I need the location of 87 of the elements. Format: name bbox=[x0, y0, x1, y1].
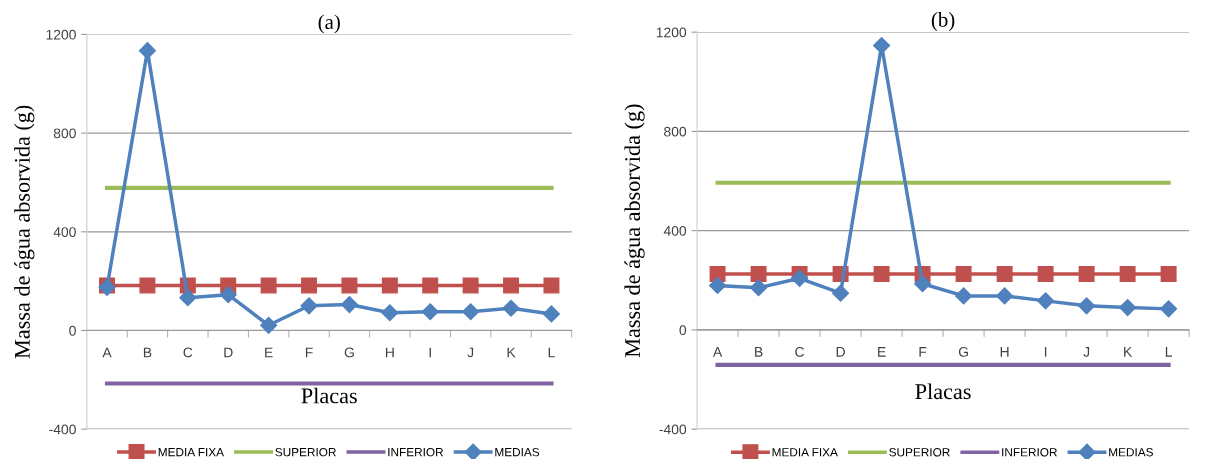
y-tick-label: 800 bbox=[53, 128, 76, 139]
legend-label: MEDIA FIXA bbox=[158, 448, 225, 457]
x-tick-label: K bbox=[1124, 347, 1133, 357]
x-tick-label: G bbox=[958, 346, 968, 357]
y-axis-title: Massa de água absorvida (g) bbox=[14, 105, 35, 359]
x-tick-label: F bbox=[305, 347, 313, 358]
point bbox=[542, 305, 560, 323]
x-tick-label: H bbox=[385, 347, 394, 358]
y-axis-title: Massa de água absorvida (g) bbox=[624, 104, 645, 358]
x-tick-label: B bbox=[755, 347, 763, 357]
x-tick-label: D bbox=[836, 347, 845, 357]
point bbox=[1160, 300, 1178, 318]
y-tick-label: 800 bbox=[664, 126, 687, 137]
x-tick-label: I bbox=[1044, 347, 1047, 357]
point bbox=[750, 279, 768, 297]
point bbox=[260, 316, 278, 334]
x-tick-label: I bbox=[429, 347, 431, 358]
point bbox=[422, 277, 439, 294]
point bbox=[543, 277, 560, 294]
point bbox=[462, 303, 480, 321]
legend-label: INFERIOR bbox=[1002, 448, 1057, 457]
point bbox=[503, 277, 520, 294]
point bbox=[955, 287, 973, 305]
point bbox=[873, 266, 890, 283]
y-tick-label: -400 bbox=[49, 424, 76, 435]
point bbox=[179, 289, 197, 307]
legend-label: SUPERIOR bbox=[889, 448, 950, 457]
x-tick-label: K bbox=[507, 347, 516, 358]
point bbox=[1119, 299, 1137, 317]
point bbox=[1160, 266, 1177, 283]
point bbox=[996, 266, 1013, 283]
x-tick-label: A bbox=[102, 347, 112, 358]
x-tick-label: A bbox=[712, 347, 723, 357]
point bbox=[709, 266, 726, 283]
point bbox=[300, 297, 318, 315]
x-axis-title: Placas bbox=[301, 387, 357, 404]
point bbox=[381, 304, 399, 322]
legend-label: SUPERIOR bbox=[275, 448, 336, 457]
point bbox=[462, 277, 479, 294]
point bbox=[421, 303, 439, 321]
point bbox=[381, 277, 398, 294]
point bbox=[832, 284, 850, 302]
point bbox=[955, 266, 972, 283]
y-tick-label: 0 bbox=[69, 325, 76, 336]
y-tick-label: 400 bbox=[663, 225, 687, 236]
legend-label: MEDIA FIXA bbox=[772, 448, 838, 457]
x-tick-label: J bbox=[467, 347, 474, 358]
point bbox=[340, 296, 358, 314]
x-tick-label: C bbox=[183, 347, 193, 358]
chart-title: (a) bbox=[318, 14, 340, 34]
x-tick-label: E bbox=[878, 347, 886, 357]
point bbox=[791, 269, 809, 287]
point bbox=[1078, 297, 1096, 315]
point bbox=[301, 277, 318, 294]
chart-title: (b) bbox=[931, 12, 955, 32]
y-tick-label: 1200 bbox=[656, 27, 687, 38]
legend-label: MEDIAS bbox=[1109, 448, 1153, 457]
y-tick-label: 400 bbox=[53, 227, 76, 237]
point bbox=[219, 286, 237, 304]
y-tick-label: -400 bbox=[659, 424, 687, 435]
x-tick-label: E bbox=[265, 347, 273, 358]
x-tick-label: L bbox=[548, 347, 555, 358]
point bbox=[1037, 266, 1054, 283]
point bbox=[750, 266, 767, 283]
point bbox=[709, 276, 727, 295]
point bbox=[1078, 266, 1095, 283]
point bbox=[1119, 266, 1136, 283]
point bbox=[502, 299, 520, 317]
x-axis-title: Placas bbox=[915, 383, 971, 400]
point bbox=[341, 277, 358, 294]
x-tick-label: J bbox=[1083, 347, 1090, 357]
point bbox=[1037, 292, 1055, 310]
x-tick-label: F bbox=[919, 347, 927, 357]
y-tick-label: 0 bbox=[679, 325, 687, 336]
legend-label: INFERIOR bbox=[388, 448, 444, 457]
x-tick-label: B bbox=[143, 347, 152, 358]
legend-label: MEDIAS bbox=[495, 448, 540, 457]
point bbox=[914, 275, 932, 293]
point bbox=[996, 287, 1014, 305]
point bbox=[139, 277, 156, 294]
x-tick-label: C bbox=[795, 346, 805, 357]
x-tick-label: G bbox=[344, 347, 354, 358]
x-tick-label: L bbox=[1165, 347, 1173, 357]
y-tick-label: 1200 bbox=[46, 29, 76, 40]
point bbox=[260, 277, 277, 294]
x-tick-label: H bbox=[1000, 347, 1009, 357]
x-tick-label: D bbox=[224, 347, 233, 358]
